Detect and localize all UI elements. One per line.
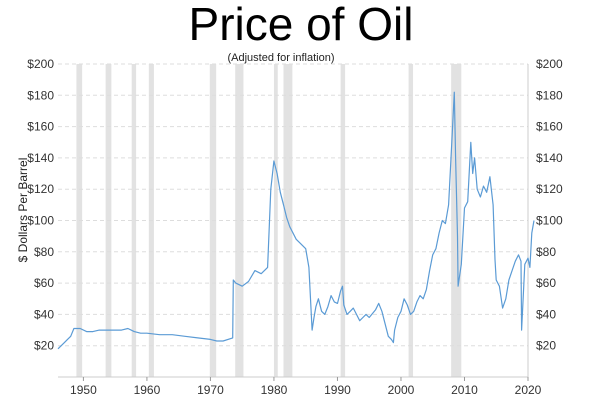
x-tick-label-1: 1960 <box>134 383 161 397</box>
y-tick-right-7: $160 <box>536 120 563 134</box>
y-tick-left-8: $180 <box>27 88 54 102</box>
series-line-0 <box>57 91 535 350</box>
y-tick-right-8: $180 <box>536 88 563 102</box>
x-tick-label-7: 2020 <box>515 383 542 397</box>
y-axis-label: $ Dollars Per Barrel <box>16 158 30 263</box>
y-tick-right-4: $100 <box>536 214 563 228</box>
y-tick-left-0: $20 <box>34 339 54 353</box>
y-tick-right-2: $60 <box>536 276 556 290</box>
recession-band-2 <box>131 64 137 377</box>
y-tick-left-2: $60 <box>34 276 54 290</box>
y-tick-left-3: $80 <box>34 245 54 259</box>
gridlines <box>58 63 528 347</box>
x-tick-label-4: 1990 <box>324 383 351 397</box>
x-tick-label-3: 1980 <box>261 383 288 397</box>
y-tick-left-1: $40 <box>34 307 54 321</box>
x-tick-label-0: 1950 <box>70 383 97 397</box>
y-tick-right-5: $120 <box>536 182 563 196</box>
y-tick-left-7: $160 <box>27 120 54 134</box>
recession-band-5 <box>235 64 244 377</box>
axes <box>58 64 529 378</box>
y-ticks-right: $20 $40 $60 $80 $100 $120 $140 $160 $180 $200 <box>536 57 563 353</box>
series-group <box>57 91 535 350</box>
y-tick-right-0: $20 <box>536 339 556 353</box>
y-tick-right-6: $140 <box>536 151 563 165</box>
y-tick-right-3: $80 <box>536 245 556 259</box>
y-ticks-left: $20 $40 $60 $80 $100 $120 $140 $160 $180 $200 <box>27 57 54 353</box>
y-tick-right-9: $200 <box>536 57 563 71</box>
x-tick-label-5: 2000 <box>388 383 415 397</box>
recession-band-10 <box>451 64 462 377</box>
y-tick-left-5: $120 <box>27 182 54 196</box>
y-tick-left-9: $200 <box>27 57 54 71</box>
chart-subtitle: (Adjusted for inflation) <box>228 52 335 64</box>
y-tick-right-1: $40 <box>536 307 556 321</box>
x-tick-label-6: 2010 <box>451 383 478 397</box>
x-tick-label-2: 1970 <box>197 383 224 397</box>
chart-title: Price of Oil <box>189 0 414 50</box>
y-tick-left-6: $140 <box>27 151 54 165</box>
x-ticks: 1950 1960 1970 1980 1990 2000 2010 2020 <box>70 377 542 397</box>
recession-band-8 <box>340 64 346 377</box>
y-tick-left-4: $100 <box>27 214 54 228</box>
